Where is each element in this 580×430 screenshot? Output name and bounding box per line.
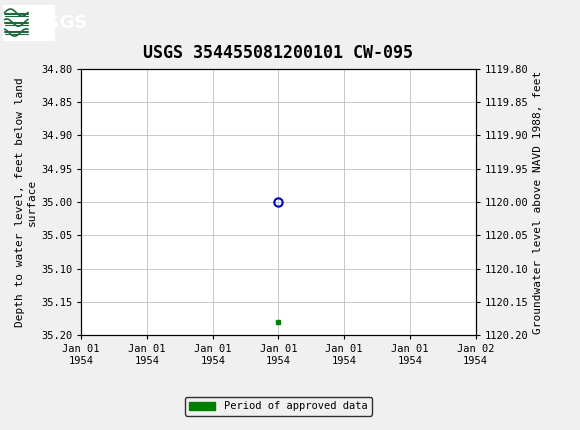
FancyBboxPatch shape (3, 4, 55, 41)
Text: USGS: USGS (32, 14, 87, 31)
Legend: Period of approved data: Period of approved data (185, 397, 372, 415)
Y-axis label: Groundwater level above NAVD 1988, feet: Groundwater level above NAVD 1988, feet (532, 71, 542, 334)
Y-axis label: Depth to water level, feet below land
surface: Depth to water level, feet below land su… (15, 77, 37, 327)
Title: USGS 354455081200101 CW-095: USGS 354455081200101 CW-095 (143, 44, 414, 61)
